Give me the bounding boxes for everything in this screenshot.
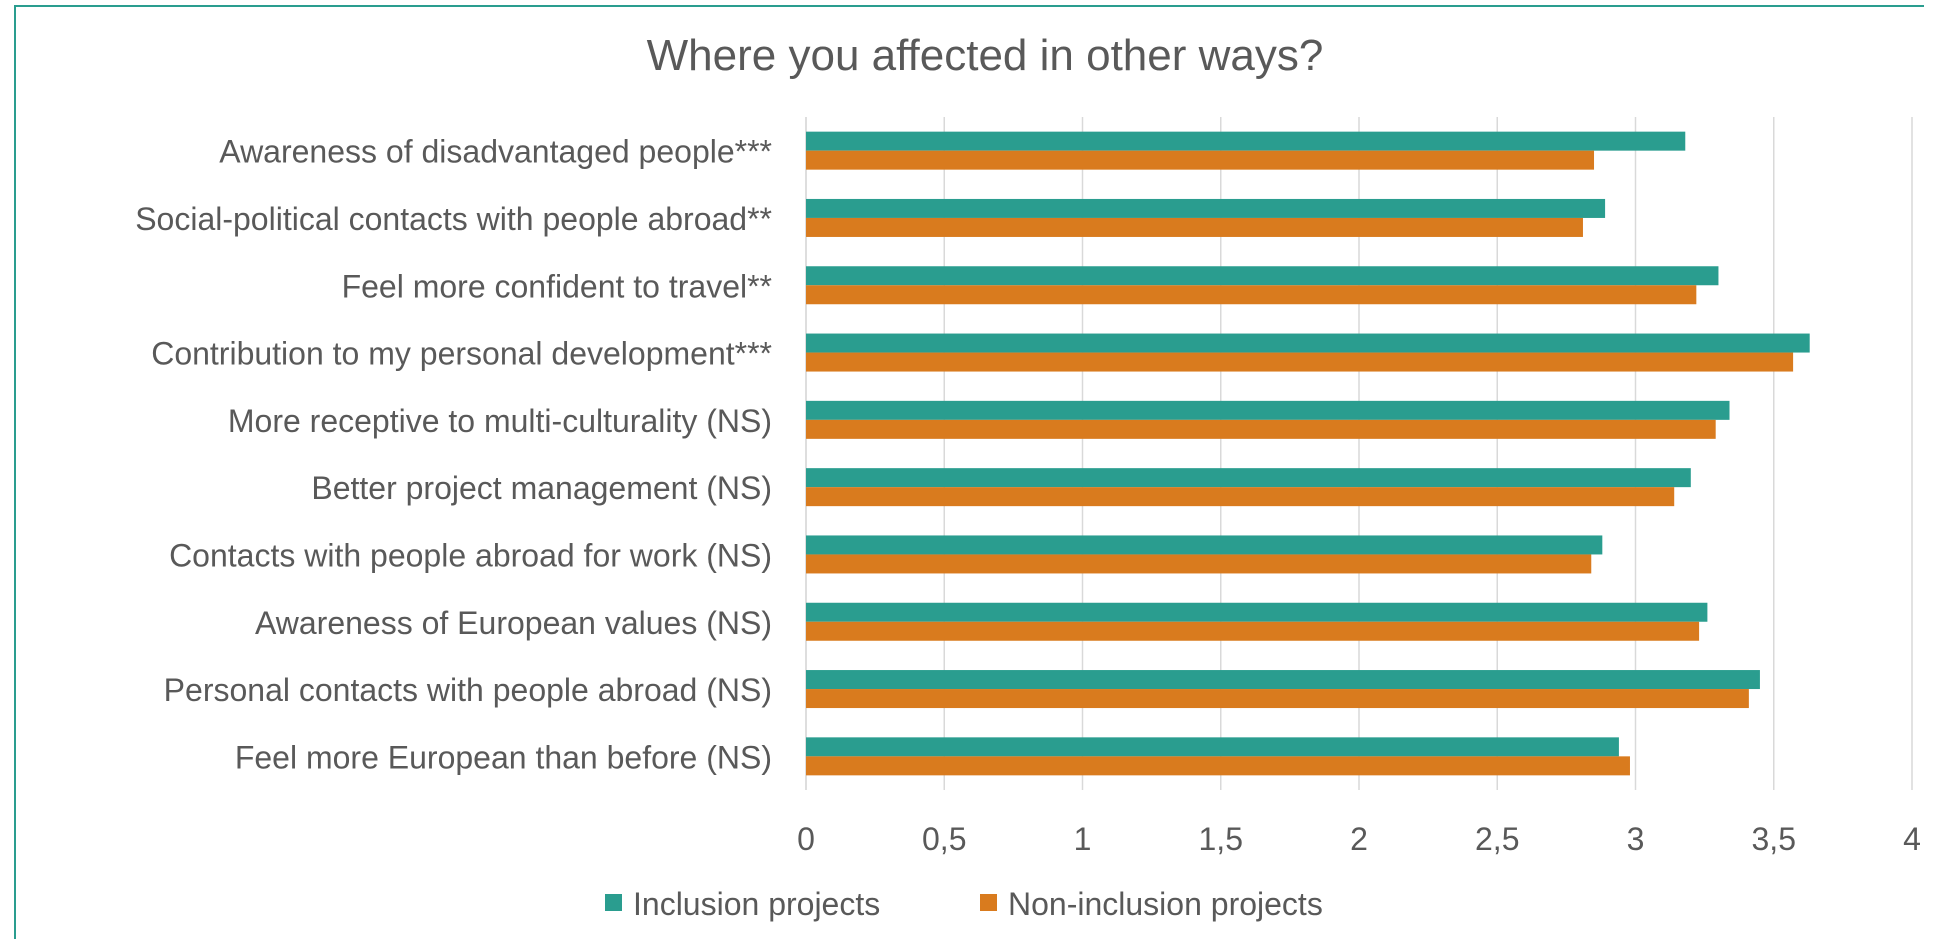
x-tick-label: 2 [1350, 821, 1368, 857]
bar-inclusion [806, 131, 1686, 151]
x-tick-label: 3,5 [1752, 821, 1796, 857]
category-label: Feel more confident to travel** [342, 268, 772, 304]
category-label: Personal contacts with people abroad (NS… [164, 672, 772, 708]
x-tick-label: 1 [1074, 821, 1092, 857]
bar-non-inclusion [806, 352, 1794, 372]
bar-inclusion [806, 333, 1810, 353]
category-label: Awareness of European values (NS) [255, 605, 772, 641]
bar-inclusion [806, 400, 1730, 420]
category-label: Contribution to my personal development*… [151, 336, 772, 372]
bar-non-inclusion [806, 554, 1592, 574]
legend-swatch [980, 894, 997, 911]
category-label: Better project management (NS) [311, 470, 772, 506]
bar-inclusion [806, 266, 1719, 286]
x-tick-label: 0,5 [922, 821, 966, 857]
category-label: Contacts with people abroad for work (NS… [169, 537, 772, 573]
bar-inclusion [806, 670, 1760, 690]
category-label: Feel more European than before (NS) [235, 739, 772, 775]
bar-inclusion [806, 535, 1603, 555]
legend-label: Non-inclusion projects [1008, 886, 1323, 922]
bar-non-inclusion [806, 419, 1716, 439]
chart-frame [14, 5, 1924, 939]
bar-inclusion [806, 737, 1619, 757]
bar-inclusion [806, 468, 1691, 488]
bar-inclusion [806, 602, 1708, 622]
bar-inclusion [806, 198, 1606, 218]
legend-label: Inclusion projects [633, 886, 880, 922]
chart-title: Where you affected in other ways? [647, 31, 1324, 80]
legend-swatch [605, 894, 622, 911]
x-tick-label: 4 [1903, 821, 1921, 857]
bar-non-inclusion [806, 487, 1675, 507]
bar-non-inclusion [806, 217, 1583, 237]
category-labels: Awareness of disadvantaged people*** Soci… [135, 134, 772, 776]
category-label: Social-political contacts with people ab… [135, 201, 772, 237]
x-tick-label: 1,5 [1199, 821, 1243, 857]
x-tick-label: 0 [797, 821, 815, 857]
bar-non-inclusion [806, 621, 1700, 641]
bar-non-inclusion [806, 756, 1630, 776]
category-label: Awareness of disadvantaged people*** [219, 134, 772, 170]
bar-non-inclusion [806, 689, 1749, 709]
bars [806, 131, 1810, 776]
bar-non-inclusion [806, 285, 1697, 305]
bar-non-inclusion [806, 150, 1595, 170]
category-label: More receptive to multi-culturality (NS) [228, 403, 772, 439]
x-tick-label: 3 [1627, 821, 1645, 857]
legend: Inclusion projects Non-inclusion projects [605, 886, 1323, 922]
x-axis-ticks: 0 0,5 1 1,5 2 2,5 3 3,5 4 [797, 821, 1921, 857]
x-tick-label: 2,5 [1475, 821, 1519, 857]
